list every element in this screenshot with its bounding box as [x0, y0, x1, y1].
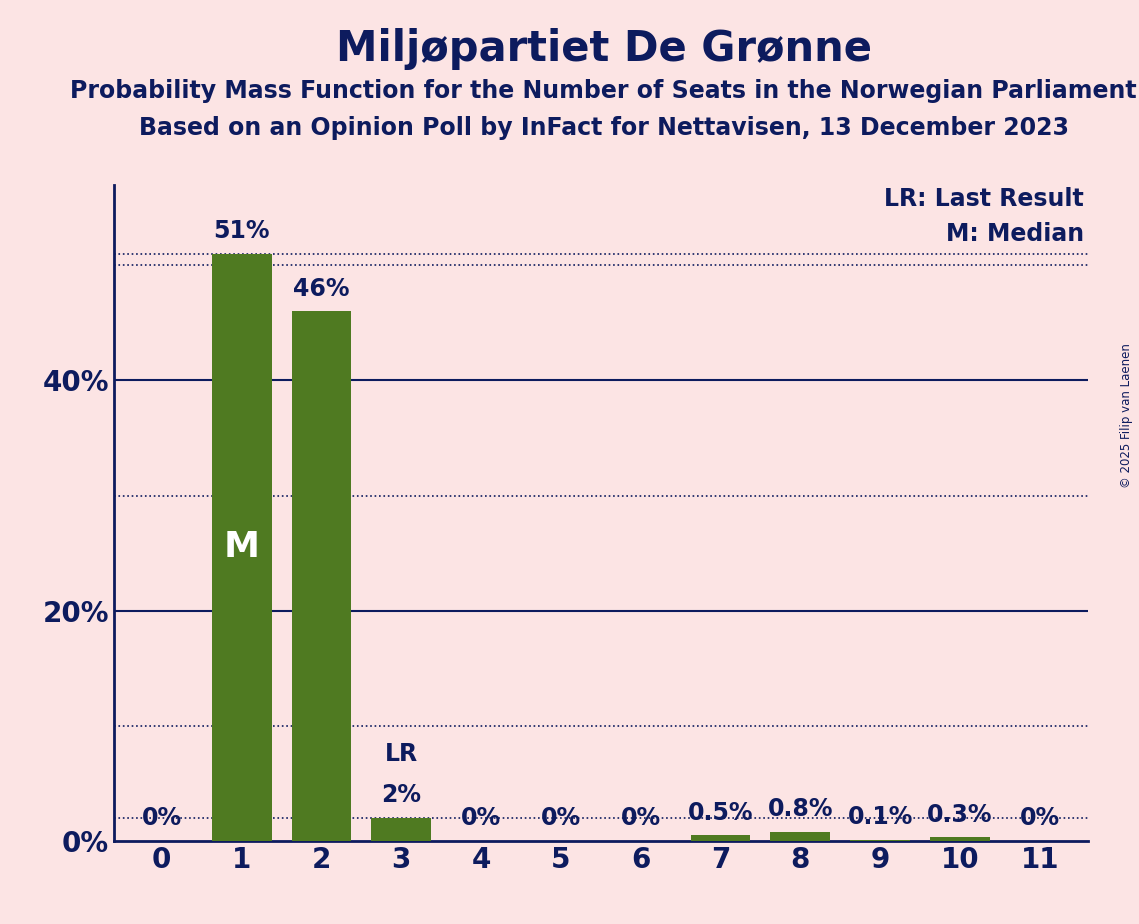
- Text: 46%: 46%: [293, 277, 350, 301]
- Text: 0%: 0%: [141, 807, 182, 831]
- Bar: [851, 840, 910, 841]
- Text: LR: Last Result: LR: Last Result: [884, 187, 1083, 211]
- Text: M: M: [223, 530, 260, 565]
- Text: Probability Mass Function for the Number of Seats in the Norwegian Parliament: Probability Mass Function for the Number…: [71, 79, 1137, 103]
- Text: 0%: 0%: [621, 807, 661, 831]
- Text: 51%: 51%: [213, 220, 270, 244]
- Text: Based on an Opinion Poll by InFact for Nettavisen, 13 December 2023: Based on an Opinion Poll by InFact for N…: [139, 116, 1068, 140]
- Text: 0.8%: 0.8%: [768, 797, 833, 821]
- Text: 0%: 0%: [1019, 807, 1060, 831]
- Text: 2%: 2%: [382, 784, 421, 808]
- Bar: [931, 837, 990, 841]
- Bar: [371, 818, 432, 841]
- Bar: [212, 254, 271, 841]
- Bar: [292, 311, 351, 841]
- Text: M: Median: M: Median: [945, 222, 1083, 246]
- Text: 0%: 0%: [541, 807, 581, 831]
- Text: 0.5%: 0.5%: [688, 801, 753, 825]
- Bar: [770, 832, 830, 841]
- Text: Miljøpartiet De Grønne: Miljøpartiet De Grønne: [336, 28, 871, 69]
- Text: 0.3%: 0.3%: [927, 803, 993, 827]
- Bar: [690, 835, 751, 841]
- Text: © 2025 Filip van Laenen: © 2025 Filip van Laenen: [1121, 344, 1133, 488]
- Text: LR: LR: [385, 742, 418, 766]
- Text: 0.1%: 0.1%: [847, 806, 912, 830]
- Text: 0%: 0%: [461, 807, 501, 831]
